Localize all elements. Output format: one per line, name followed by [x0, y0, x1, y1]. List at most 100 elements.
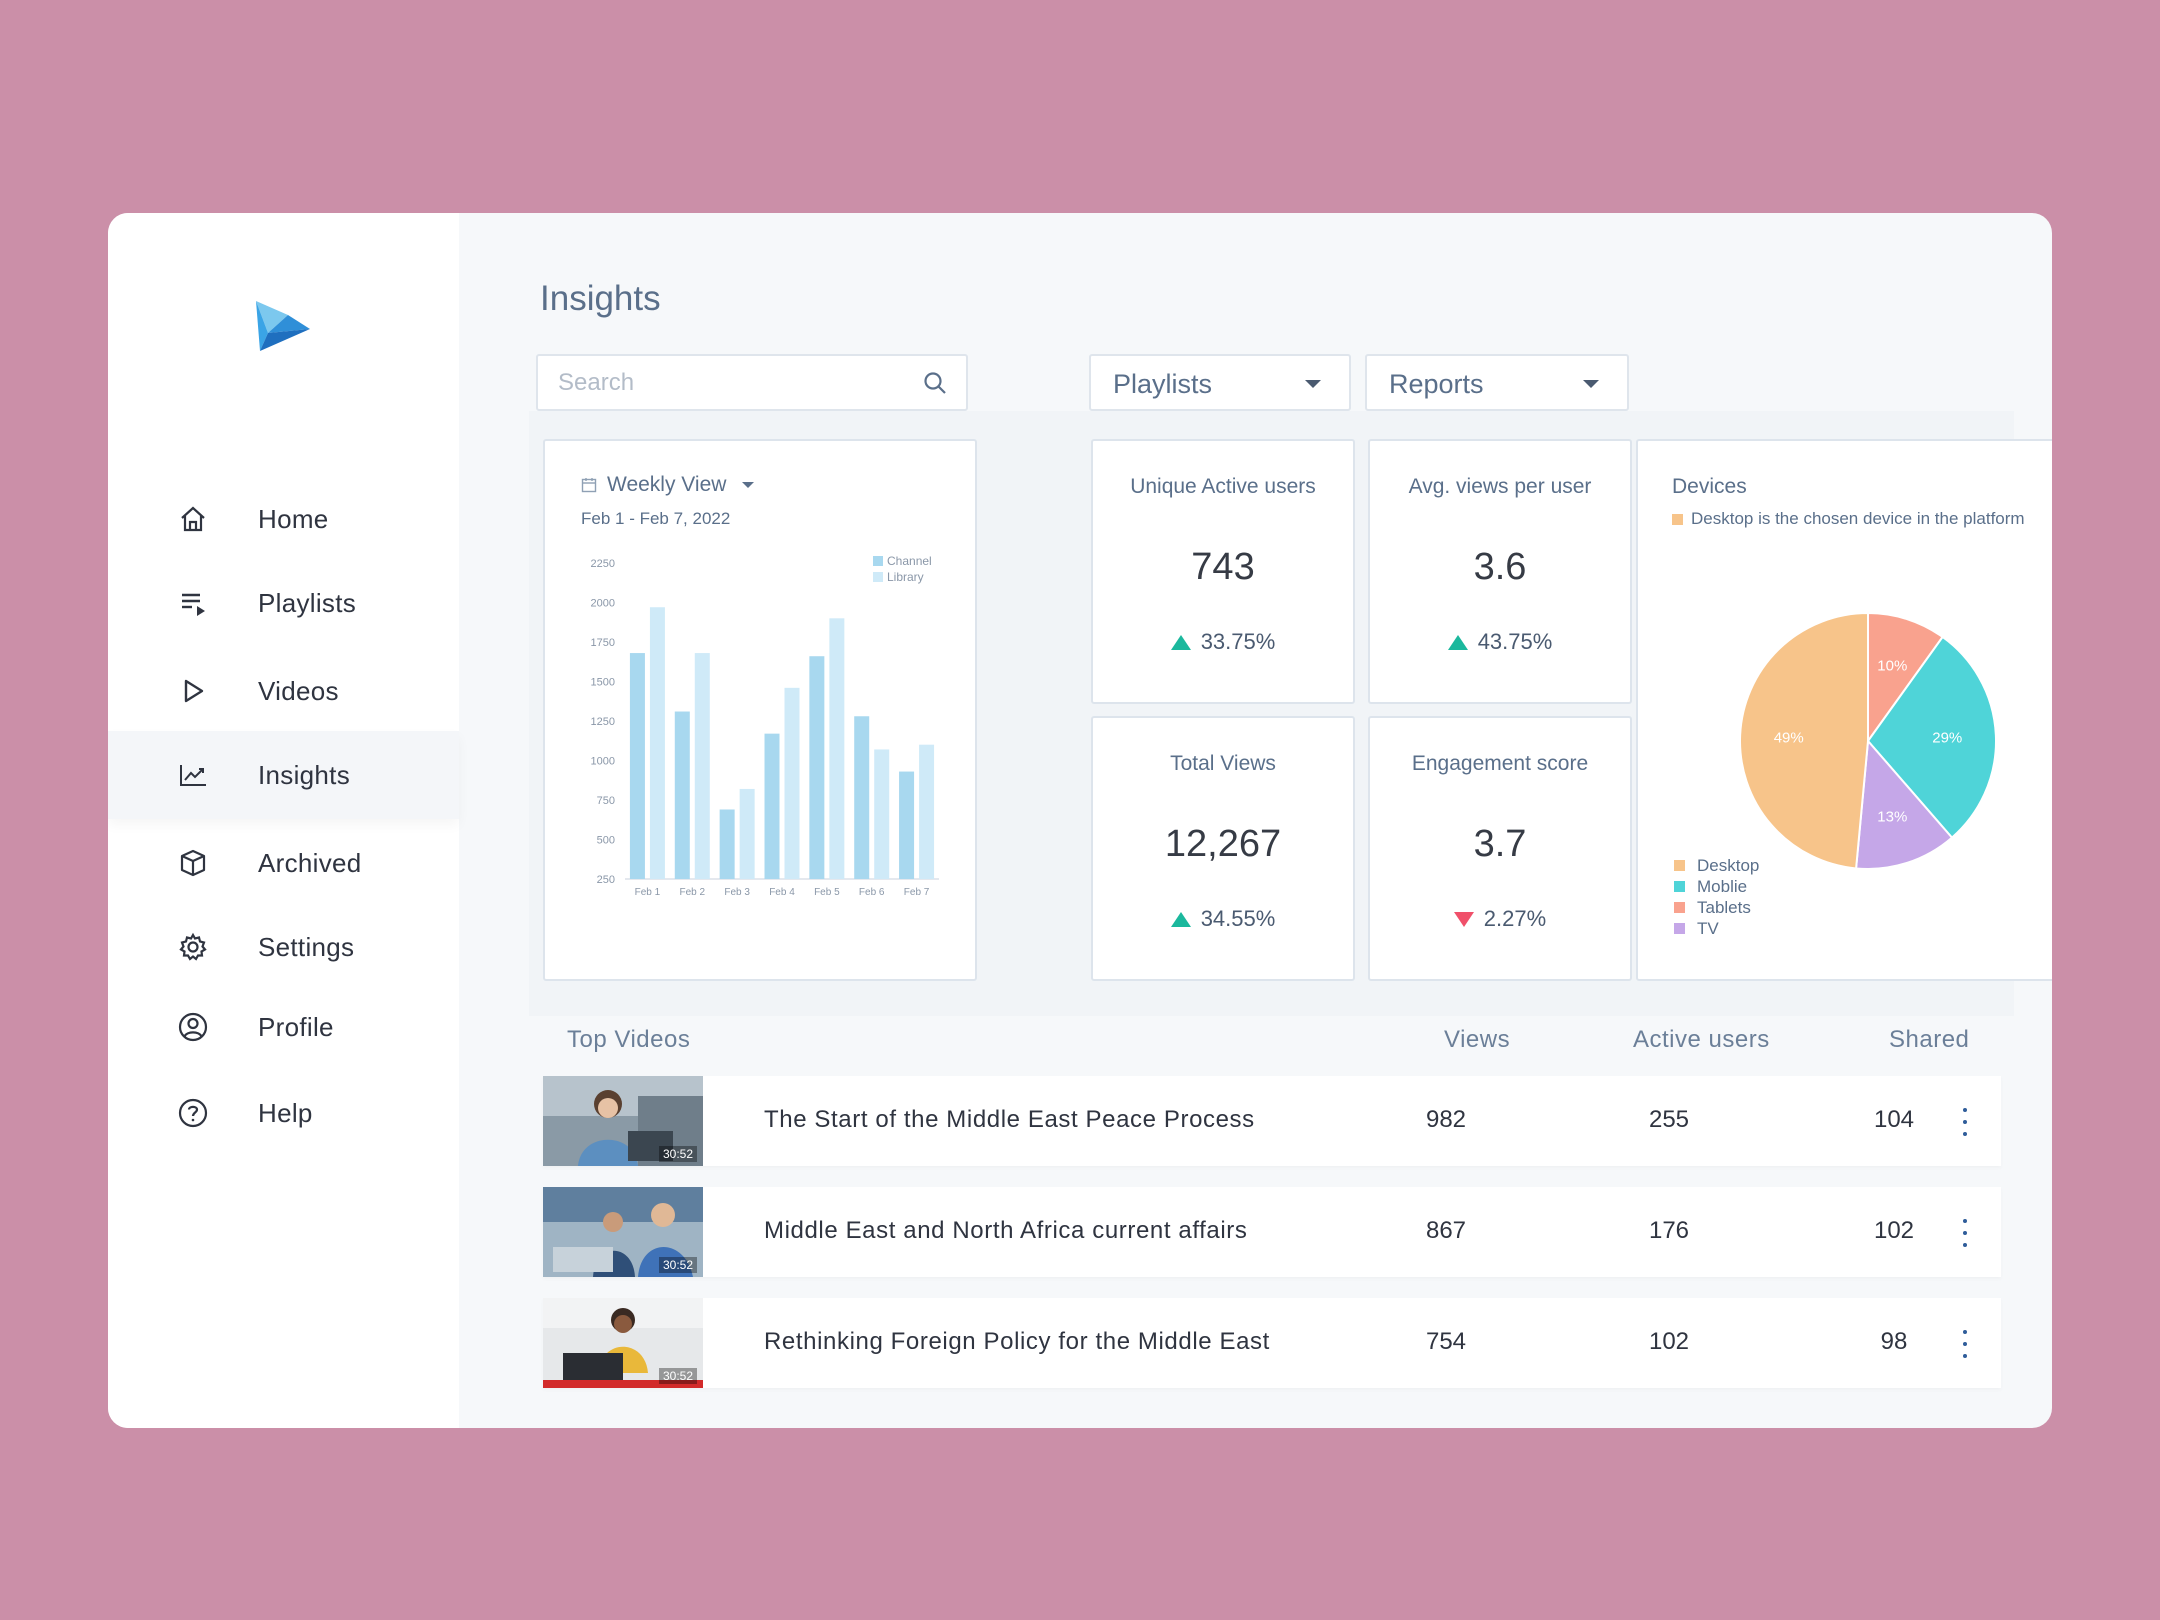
legend-swatch [1674, 881, 1685, 892]
weekly-bar-chart: 250 500 750 1000 1250 1500 1750 2000 2250 Feb 1 Fe… [591, 554, 939, 898]
chevron-down-icon [1583, 380, 1599, 388]
legend-item: Desktop [1674, 855, 1759, 876]
chevron-down-icon [742, 482, 755, 488]
x-tick-label: Feb 2 [679, 887, 705, 898]
sidebar-item-archived[interactable]: Archived [108, 819, 459, 907]
legend-label: Tablets [1697, 897, 1751, 917]
video-thumbnail[interactable]: 30:52 [543, 1298, 703, 1388]
sidebar-item-label: Videos [258, 675, 339, 706]
bar-library[interactable] [874, 749, 890, 879]
sidebar-item-insights[interactable]: Insights [108, 731, 459, 819]
sidebar-item-profile[interactable]: Profile [108, 983, 459, 1071]
y-tick-label: 1250 [591, 716, 615, 728]
app-logo[interactable] [248, 293, 318, 363]
legend-label: Library [887, 570, 924, 584]
bar-channel[interactable] [809, 656, 825, 879]
video-title[interactable]: The Start of the Middle East Peace Proce… [764, 1106, 1255, 1133]
stat-card-unique-active: Unique Active users 743 33.75% [1091, 439, 1355, 704]
bar-channel[interactable] [674, 711, 690, 879]
pie-slice-tv[interactable] [1854, 738, 1954, 870]
sidebar-item-label: Home [258, 503, 329, 534]
y-tick-label: 2250 [591, 558, 615, 570]
legend-label: Moblie [1697, 876, 1748, 896]
video-active-users: 255 [1648, 1106, 1690, 1133]
pie-slice-moblie[interactable] [1866, 635, 1997, 840]
bar-library[interactable] [919, 744, 935, 879]
bar-channel[interactable] [899, 771, 915, 879]
gear-icon [176, 930, 210, 964]
table-row[interactable]: 30:52 The Start of the Middle East Peace… [543, 1076, 2001, 1166]
sidebar-item-home[interactable]: Home [108, 475, 459, 563]
play-icon [176, 674, 210, 708]
stat-title: Avg. views per user [1408, 475, 1592, 498]
x-tick-label: Feb 5 [814, 887, 840, 898]
page-title: Insights [540, 279, 661, 318]
more-options-icon[interactable] [1955, 1219, 1975, 1247]
stat-change-value: 43.75% [1477, 629, 1553, 654]
devices-card: Devices Desktop is the chosen device in … [1636, 439, 2052, 981]
video-title[interactable]: Middle East and North Africa current aff… [764, 1217, 1248, 1244]
stat-title: Total Views [1170, 752, 1276, 775]
bar-channel[interactable] [764, 733, 780, 879]
bar-channel[interactable] [629, 653, 645, 879]
playlists-dropdown-label: Playlists [1113, 369, 1213, 399]
legend-label: Channel [887, 554, 932, 568]
sidebar-item-help[interactable]: Help [108, 1069, 459, 1157]
bar-library[interactable] [829, 618, 845, 879]
pie-slice-tablets[interactable] [1867, 611, 1944, 745]
weekly-view-title: Weekly View [607, 473, 727, 496]
video-active-users: 102 [1648, 1328, 1690, 1355]
playlists-dropdown[interactable]: Playlists [1089, 354, 1351, 411]
sidebar: Home Playlists Videos Insights [108, 213, 459, 1428]
home-icon [176, 502, 210, 536]
x-tick-label: Feb 6 [859, 887, 885, 898]
video-active-users: 176 [1648, 1217, 1690, 1244]
weekly-view-selector[interactable]: Weekly View [581, 473, 755, 497]
video-title[interactable]: Rethinking Foreign Policy for the Middle… [764, 1328, 1270, 1355]
bar-channel[interactable] [719, 809, 735, 879]
search-icon[interactable] [922, 370, 948, 396]
pie-slice-label: 29% [1932, 729, 1962, 746]
pie-slice-label: 49% [1774, 729, 1804, 746]
video-thumbnail[interactable]: 30:52 [543, 1187, 703, 1277]
bar-library[interactable] [649, 607, 665, 879]
bar-library[interactable] [739, 788, 755, 879]
devices-pie-chart: 10% 29% 13% 49% [1739, 611, 1997, 870]
calendar-icon [581, 478, 597, 493]
chevron-down-icon [1305, 380, 1321, 388]
sidebar-item-videos[interactable]: Videos [108, 647, 459, 735]
bar-library[interactable] [694, 653, 710, 879]
pie-slice-label: 10% [1877, 657, 1907, 674]
search-box [536, 354, 968, 411]
video-shared: 98 [1880, 1328, 1908, 1355]
table-row[interactable]: 30:52 Rethinking Foreign Policy for the … [543, 1298, 2001, 1388]
table-row[interactable]: 30:52 Middle East and North Africa curre… [543, 1187, 2001, 1277]
sidebar-item-settings[interactable]: Settings [108, 903, 459, 991]
legend-swatch [1674, 902, 1685, 913]
user-circle-icon [176, 1010, 210, 1044]
stat-change-value: 2.27% [1483, 906, 1547, 931]
x-tick-label: Feb 7 [904, 887, 930, 898]
pie-slice-desktop[interactable] [1739, 611, 1869, 870]
sidebar-item-label: Playlists [258, 587, 357, 618]
more-options-icon[interactable] [1955, 1108, 1975, 1136]
reports-dropdown[interactable]: Reports [1365, 354, 1629, 411]
stat-card-avg-views: Avg. views per user 3.6 43.75% [1368, 439, 1632, 704]
sidebar-item-playlists[interactable]: Playlists [108, 559, 459, 647]
bar-channel[interactable] [854, 716, 870, 879]
search-input[interactable] [558, 356, 918, 409]
y-tick-label: 750 [597, 795, 615, 807]
stat-value: 12,267 [1164, 823, 1282, 865]
more-options-icon[interactable] [1955, 1330, 1975, 1358]
video-views: 982 [1425, 1106, 1467, 1133]
y-tick-label: 2000 [591, 598, 615, 610]
trend-up-icon [1170, 911, 1191, 927]
devices-legend: Desktop Moblie Tablets TV [1674, 855, 1759, 939]
video-thumbnail[interactable]: 30:52 [543, 1076, 703, 1166]
sidebar-item-label: Profile [258, 1011, 334, 1042]
legend-swatch [1674, 860, 1685, 871]
bar-library[interactable] [784, 687, 800, 879]
y-tick-label: 250 [597, 874, 615, 886]
legend-item: Moblie [1674, 876, 1759, 897]
x-tick-label: Feb 4 [769, 887, 795, 898]
